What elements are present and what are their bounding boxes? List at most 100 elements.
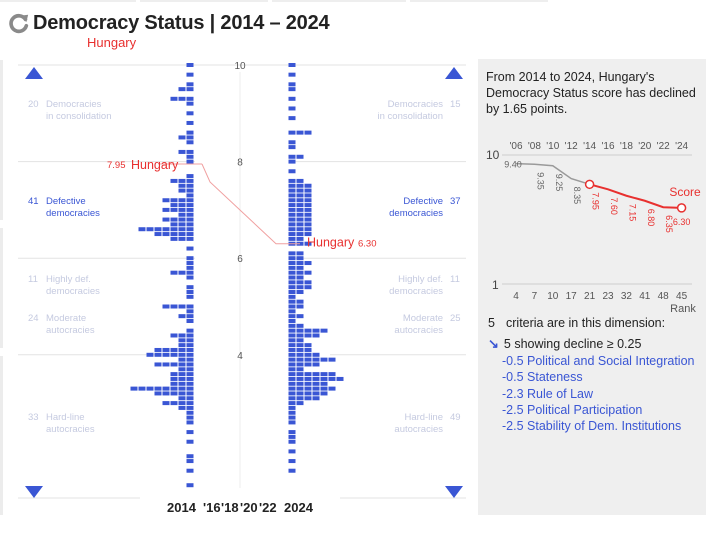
country-name: Hungary [87, 35, 137, 50]
dot-2014 [186, 203, 194, 208]
dot-2024 [312, 357, 320, 362]
dot-2014 [170, 198, 178, 203]
dot-2024 [312, 376, 320, 381]
dot-2024 [312, 396, 320, 401]
category-label-2014: democracies [46, 286, 100, 297]
dot-2024 [296, 338, 304, 343]
dot-2014 [178, 405, 186, 410]
dot-2024 [288, 193, 296, 198]
dot-2014 [186, 372, 194, 377]
dot-2014 [186, 222, 194, 227]
dot-2024 [288, 140, 296, 145]
refresh-icon[interactable] [8, 12, 30, 34]
dot-2024 [296, 203, 304, 208]
dot-2014 [154, 362, 162, 367]
dot-2024 [312, 391, 320, 396]
dot-2024 [288, 217, 296, 222]
dot-2014 [186, 381, 194, 386]
dot-2014 [186, 212, 194, 217]
top-tab-strip [0, 0, 720, 3]
year-label-20[interactable]: '20 [240, 500, 258, 515]
criterion-item[interactable]: -0.5 Political and Social Integration [502, 354, 695, 368]
mini-score-label: 8.35 [572, 187, 582, 205]
criterion-item[interactable]: -0.5 Stateness [502, 370, 583, 385]
dot-2024 [312, 372, 320, 377]
highlight-score-2014: 7.95 [107, 160, 126, 171]
category-count-2014: 11 [28, 274, 38, 285]
category-label-2024: Defective [403, 196, 443, 207]
scroll-up-right-arrow-icon[interactable] [445, 67, 463, 79]
scroll-down-left-arrow-icon[interactable] [25, 486, 43, 498]
dot-2024 [296, 372, 304, 377]
dot-2024 [288, 96, 296, 101]
dot-2014 [186, 415, 194, 420]
dot-2014 [154, 352, 162, 357]
dot-2024 [288, 347, 296, 352]
dot-2024 [304, 198, 312, 203]
dot-2024 [288, 87, 296, 92]
category-label-2024: democracies [389, 286, 443, 297]
mini-year-label: '24 [675, 141, 688, 152]
dot-2014 [186, 454, 194, 459]
dot-2014 [162, 227, 170, 232]
dot-2014 [154, 391, 162, 396]
dot-2024 [296, 328, 304, 333]
dot-2014 [178, 304, 186, 309]
mini-year-label: '12 [565, 141, 578, 152]
dot-2024 [288, 63, 296, 67]
dot-2014 [186, 82, 194, 87]
mini-rank-label: 4 [513, 291, 519, 302]
dot-2024 [296, 401, 304, 406]
dot-2014 [186, 290, 194, 295]
dot-2024 [288, 357, 296, 362]
dot-2014 [186, 347, 194, 352]
dot-2024 [288, 116, 296, 121]
category-label-2024: Highly def. [398, 274, 443, 285]
criterion-item[interactable]: -2.5 Stability of Dem. Institutions [502, 419, 682, 434]
dot-2024 [304, 212, 312, 217]
dot-2024 [304, 183, 312, 188]
dot-2014 [162, 198, 170, 203]
dot-2014 [178, 87, 186, 92]
mini-year-label: '08 [528, 141, 541, 152]
dot-2024 [296, 212, 304, 217]
dot-2014 [170, 304, 178, 309]
dot-2014 [170, 207, 178, 212]
dot-2024 [288, 430, 296, 435]
scroll-up-left-arrow-icon[interactable] [25, 67, 43, 79]
mini-score-label: 7.60 [609, 197, 619, 215]
year-label-22[interactable]: '22 [259, 500, 277, 515]
dot-2014 [186, 193, 194, 198]
mini-year-label: '22 [657, 141, 670, 152]
dot-2014 [170, 391, 178, 396]
dot-2024 [312, 381, 320, 386]
dot-2024 [304, 222, 312, 227]
dot-2014 [186, 318, 194, 323]
category-label-2014: Defective [46, 196, 86, 207]
year-label-2014[interactable]: 2014 [167, 500, 196, 515]
criterion-item[interactable]: -2.5 Political Participation [502, 402, 643, 417]
scroll-down-right-arrow-icon[interactable] [445, 486, 463, 498]
dot-2014 [186, 270, 194, 275]
dot-2014 [178, 203, 186, 208]
dot-2024 [296, 314, 304, 319]
year-label-16[interactable]: '16 [203, 500, 221, 515]
category-count-2014: 33 [28, 412, 39, 423]
dot-2024 [288, 459, 296, 464]
dot-2024 [328, 357, 336, 362]
dot-2014 [186, 367, 194, 372]
dot-2024 [296, 236, 304, 241]
dot-2014 [178, 357, 186, 362]
criterion-item[interactable]: -2.3 Rule of Law [502, 386, 594, 401]
category-label-2014: in consolidation [46, 111, 112, 122]
dot-2014 [170, 96, 178, 101]
category-label-2024: Moderate [403, 313, 443, 324]
dot-2024 [296, 261, 304, 266]
year-label-18[interactable]: '18 [221, 500, 239, 515]
dot-2024 [328, 372, 336, 377]
dot-2024 [288, 352, 296, 357]
dot-2024 [288, 372, 296, 377]
year-label-2024[interactable]: 2024 [284, 500, 313, 515]
dot-2014 [186, 159, 194, 164]
